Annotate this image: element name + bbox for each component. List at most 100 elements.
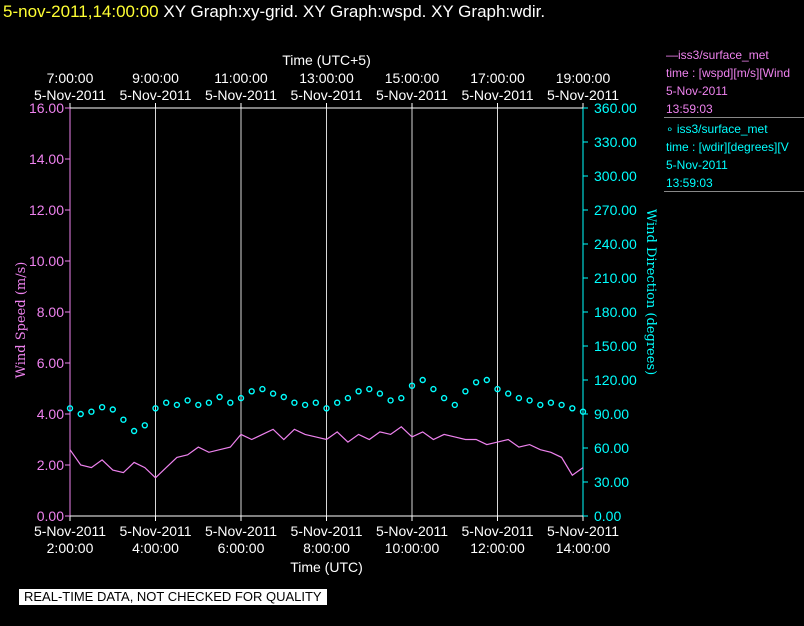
wind-direction-point [472,379,480,386]
y-right-tick-label: 210.00 [594,270,637,286]
x-tick-label-date: 5-Nov-2011 [376,523,448,539]
wind-direction-point [269,390,277,397]
chart-labels: 5-Nov-20112:00:007:00:005-Nov-20115-Nov-… [14,52,658,575]
x-top-tick-label-time: 13:00:00 [299,70,354,86]
x-top-tick-label-date: 5-Nov-2011 [119,87,191,103]
y-right-tick-label: 360.00 [594,100,637,116]
x-top-tick-label-date: 5-Nov-2011 [547,87,619,103]
wind-direction-point [227,399,234,406]
legend-entry-wdir: ∘ iss3/surface_met time : [wdir][degrees… [666,120,789,192]
wind-direction-point [66,405,74,412]
x-top-tick-label-time: 7:00:00 [47,70,94,86]
wind-direction-point [376,390,384,397]
x-tick-label-time: 2:00:00 [47,540,94,556]
legend-wspd-date: 5-Nov-2011 [666,84,728,98]
y-left-tick-label: 2.00 [37,457,64,473]
wind-direction-point [451,401,458,409]
y-right-tick-label: 150.00 [594,338,637,354]
legend-entry-wspd: —iss3/surface_met time : [wspd][m/s][Win… [666,46,790,118]
y-right-tick-label: 30.00 [594,474,629,490]
wind-direction-point [366,385,373,393]
legend-separator [664,117,804,118]
x-axis-title: Time (UTC) [290,559,363,575]
wind-direction-point [248,388,255,395]
x-top-tick-label-date: 5-Nov-2011 [34,87,106,103]
wind-direction-point [537,401,544,409]
x-tick-label-date: 5-Nov-2011 [119,523,191,539]
wind-direction-point [419,376,426,384]
wind-direction-point [291,399,298,406]
wind-speed-line [69,426,584,479]
legend-wdir-variable: time : [wdir][degrees][V [666,140,789,154]
y-right-tick-label: 0.00 [594,508,621,524]
wind-direction-point [280,393,287,401]
wind-direction-point [301,401,309,409]
x-tick-label-date: 5-Nov-2011 [461,523,533,539]
x-top-tick-label-date: 5-Nov-2011 [290,87,362,103]
legend-wdir-source: ∘ iss3/surface_met [666,122,768,136]
y-right-tick-label: 240.00 [594,236,637,252]
wind-direction-point [141,422,149,429]
wind-direction-point [569,405,576,412]
legend-wdir-date: 5-Nov-2011 [666,158,728,172]
wind-direction-point [334,399,341,406]
x-top-tick-label-time: 17:00:00 [470,70,525,86]
header-title: 5-nov-2011,14:00:00 XY Graph:xy-grid. XY… [3,2,545,22]
y-right-tick-label: 300.00 [594,168,637,184]
x-tick-label-time: 4:00:00 [132,540,179,556]
y-right-axis-title: Wind Direction (degrees) [643,209,658,375]
x-tick-label-date: 5-Nov-2011 [34,523,106,539]
wind-direction-point [440,394,448,402]
wind-direction-point [579,408,587,415]
wind-direction-point [515,394,523,402]
y-left-tick-label: 6.00 [37,355,64,371]
wind-direction-point [98,404,106,411]
y-left-axis-title: Wind Speed (m/s) [14,262,29,379]
x-top-tick-label-time: 15:00:00 [385,70,440,86]
legend-separator [664,191,804,192]
wind-direction-point [323,405,330,412]
wind-direction-point [387,397,394,404]
x-tick-label-time: 12:00:00 [470,540,525,556]
y-right-tick-label: 120.00 [594,372,637,388]
x-tick-label-time: 6:00:00 [218,540,265,556]
wind-direction-point [312,399,319,406]
wind-direction-point [344,394,352,402]
legend-wspd-variable: time : [wspd][m/s][Wind [666,66,791,80]
x-tick-label-date: 5-Nov-2011 [205,523,277,539]
chart-series [66,376,587,479]
x-tick-label-time: 8:00:00 [303,540,350,556]
wind-direction-point [483,376,490,384]
y-left-tick-label: 0.00 [37,508,64,524]
wind-direction-point [205,399,213,406]
x-tick-label-time: 14:00:00 [556,540,611,556]
legend-wspd-time: 13:59:03 [666,102,713,116]
y-left-tick-label: 10.00 [29,253,64,269]
legend-wdir-time: 13:59:03 [666,176,713,190]
header-graph-names: XY Graph:xy-grid. XY Graph:wspd. XY Grap… [163,2,546,21]
wind-direction-point [216,393,223,401]
x-top-tick-label-time: 11:00:00 [214,70,268,86]
wind-direction-point [430,385,437,393]
wind-direction-point [398,394,405,402]
y-left-tick-label: 12.00 [29,202,64,218]
y-left-tick-label: 16.00 [29,100,64,116]
wind-direction-point [152,405,159,412]
wind-direction-point [173,401,181,409]
x-top-tick-label-date: 5-Nov-2011 [461,87,533,103]
wind-direction-point [408,382,416,389]
y-right-tick-label: 270.00 [594,202,637,218]
x-tick-label-date: 5-Nov-2011 [547,523,619,539]
wind-direction-point [526,397,533,404]
x-tick-label-date: 5-Nov-2011 [290,523,362,539]
quality-note: REAL-TIME DATA, NOT CHECKED FOR QUALITY [19,589,327,605]
y-right-tick-label: 90.00 [594,406,629,422]
wind-direction-point [237,394,245,402]
wind-direction-point [120,416,127,423]
wind-direction-point [77,410,84,418]
y-right-tick-label: 330.00 [594,134,637,150]
wind-direction-point [195,401,202,409]
wind-direction-point [558,401,565,409]
x-top-axis-title: Time (UTC+5) [282,52,371,68]
